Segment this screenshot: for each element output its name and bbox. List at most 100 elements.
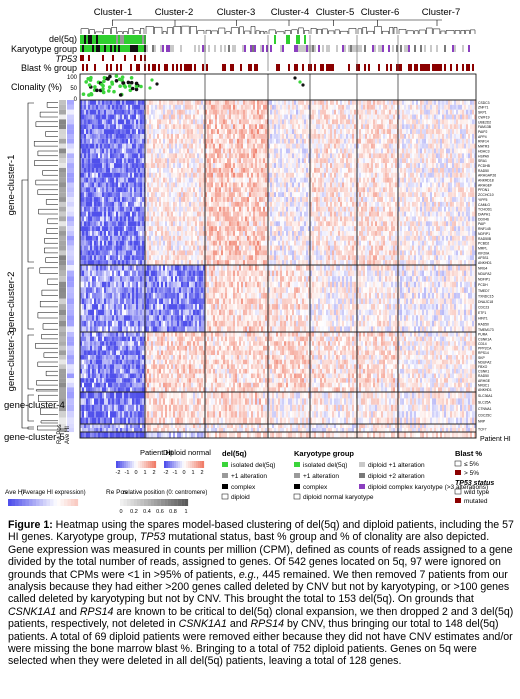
heatmap-cell	[400, 104, 402, 110]
heatmap-cell	[361, 119, 363, 125]
tp53-track-cell	[288, 55, 290, 61]
heatmap-cell	[400, 177, 402, 183]
heatmap-cell	[183, 158, 185, 164]
heatmap-cell	[209, 119, 211, 125]
heatmap-cell	[98, 104, 100, 110]
heatmap-cell	[243, 114, 245, 120]
heatmap-cell	[278, 148, 280, 154]
heatmap-cell	[334, 192, 336, 198]
heatmap-cell	[330, 167, 332, 173]
del5q-track-cell	[414, 35, 416, 44]
heatmap-cell	[108, 167, 110, 173]
heatmap-cell	[142, 104, 144, 110]
heatmap-cell	[304, 163, 306, 168]
heatmap-cell	[151, 129, 153, 135]
heatmap-cell	[217, 172, 219, 178]
heatmap-cell	[253, 148, 255, 154]
del5q-track-cell	[256, 35, 258, 44]
heatmap-cell	[468, 177, 470, 183]
heatmap-cell	[257, 109, 259, 115]
heatmap-cell	[239, 114, 241, 120]
heatmap-cell	[316, 172, 318, 178]
heatmap-cell	[183, 129, 185, 135]
heatmap-cell	[181, 163, 183, 168]
clonality-point	[89, 92, 93, 96]
heatmap-cell	[213, 187, 215, 193]
heatmap-cell	[205, 163, 207, 168]
heatmap-cell	[454, 167, 456, 173]
heatmap-cell	[312, 138, 314, 144]
heatmap-cell	[187, 104, 189, 110]
heatmap-cell	[300, 167, 302, 173]
heatmap-cell	[365, 138, 367, 144]
heatmap-cell	[163, 129, 165, 135]
heatmap-cell	[420, 143, 422, 149]
heatmap-cell	[251, 172, 253, 178]
heatmap-cell	[94, 172, 96, 178]
heatmap-cell	[389, 158, 391, 164]
tp53-track-cell	[380, 55, 382, 61]
heatmap-cell	[203, 172, 205, 178]
heatmap-cell	[106, 192, 108, 198]
heatmap-cell	[456, 158, 458, 164]
heatmap-cell	[149, 100, 151, 105]
heatmap-cell	[90, 148, 92, 154]
heatmap-cell	[253, 129, 255, 135]
heatmap-cell	[161, 143, 163, 149]
heatmap-cell	[227, 138, 229, 144]
heatmap-cell	[195, 124, 197, 130]
heatmap-cell	[373, 129, 375, 135]
tp53-track-cell	[236, 55, 238, 61]
heatmap-cell	[456, 119, 458, 125]
heatmap-cell	[346, 182, 348, 188]
heatmap-cell	[213, 153, 215, 159]
heatmap-cell	[138, 114, 140, 120]
tp53-track-cell	[172, 55, 174, 61]
heatmap-cell	[263, 100, 265, 105]
heatmap-cell	[434, 138, 436, 144]
clonality-panel	[79, 73, 477, 101]
heatmap-cell	[304, 133, 306, 139]
heatmap-cell	[354, 163, 356, 168]
heatmap-cell	[389, 163, 391, 168]
heatmap-cell	[288, 153, 290, 159]
blast-track-cell	[170, 64, 172, 71]
heatmap-cell	[268, 167, 270, 173]
karyotype-track-cell	[452, 45, 454, 52]
heatmap-cell	[466, 129, 468, 135]
tp53-track-cell	[106, 55, 108, 61]
heatmap-cell	[116, 197, 118, 202]
karyotype-track-cell	[112, 45, 114, 52]
heatmap-cell	[209, 114, 211, 120]
heatmap-cell	[80, 172, 82, 178]
heatmap-cell	[446, 153, 448, 159]
heatmap-cell	[314, 153, 316, 159]
heatmap-cell	[398, 143, 400, 149]
heatmap-cell	[179, 119, 181, 125]
heatmap-cell	[130, 192, 132, 198]
heatmap-cell	[165, 187, 167, 193]
heatmap-cell	[402, 187, 404, 193]
heatmap-cell	[132, 119, 134, 125]
heatmap-cell	[428, 133, 430, 139]
del5q-track-cell	[268, 35, 270, 44]
heatmap-cell	[173, 177, 175, 183]
heatmap-cell	[90, 192, 92, 198]
heatmap-cell	[132, 114, 134, 120]
heatmap-cell	[124, 187, 126, 193]
heatmap-cell	[456, 167, 458, 173]
tp53-track-cell	[302, 55, 304, 61]
heatmap-cell	[440, 153, 442, 159]
heatmap-cell	[288, 124, 290, 130]
heatmap-cell	[379, 133, 381, 139]
dendrogram-branch	[454, 30, 461, 34]
heatmap-cell	[189, 133, 191, 139]
heatmap-cell	[163, 133, 165, 139]
karyotype-track-cell	[142, 45, 144, 52]
heatmap-cell	[300, 114, 302, 120]
heatmap-cell	[145, 109, 147, 115]
heatmap-cell	[406, 177, 408, 183]
heatmap-cell	[221, 158, 223, 164]
heatmap-cell	[223, 158, 225, 164]
heatmap-cell	[274, 158, 276, 164]
